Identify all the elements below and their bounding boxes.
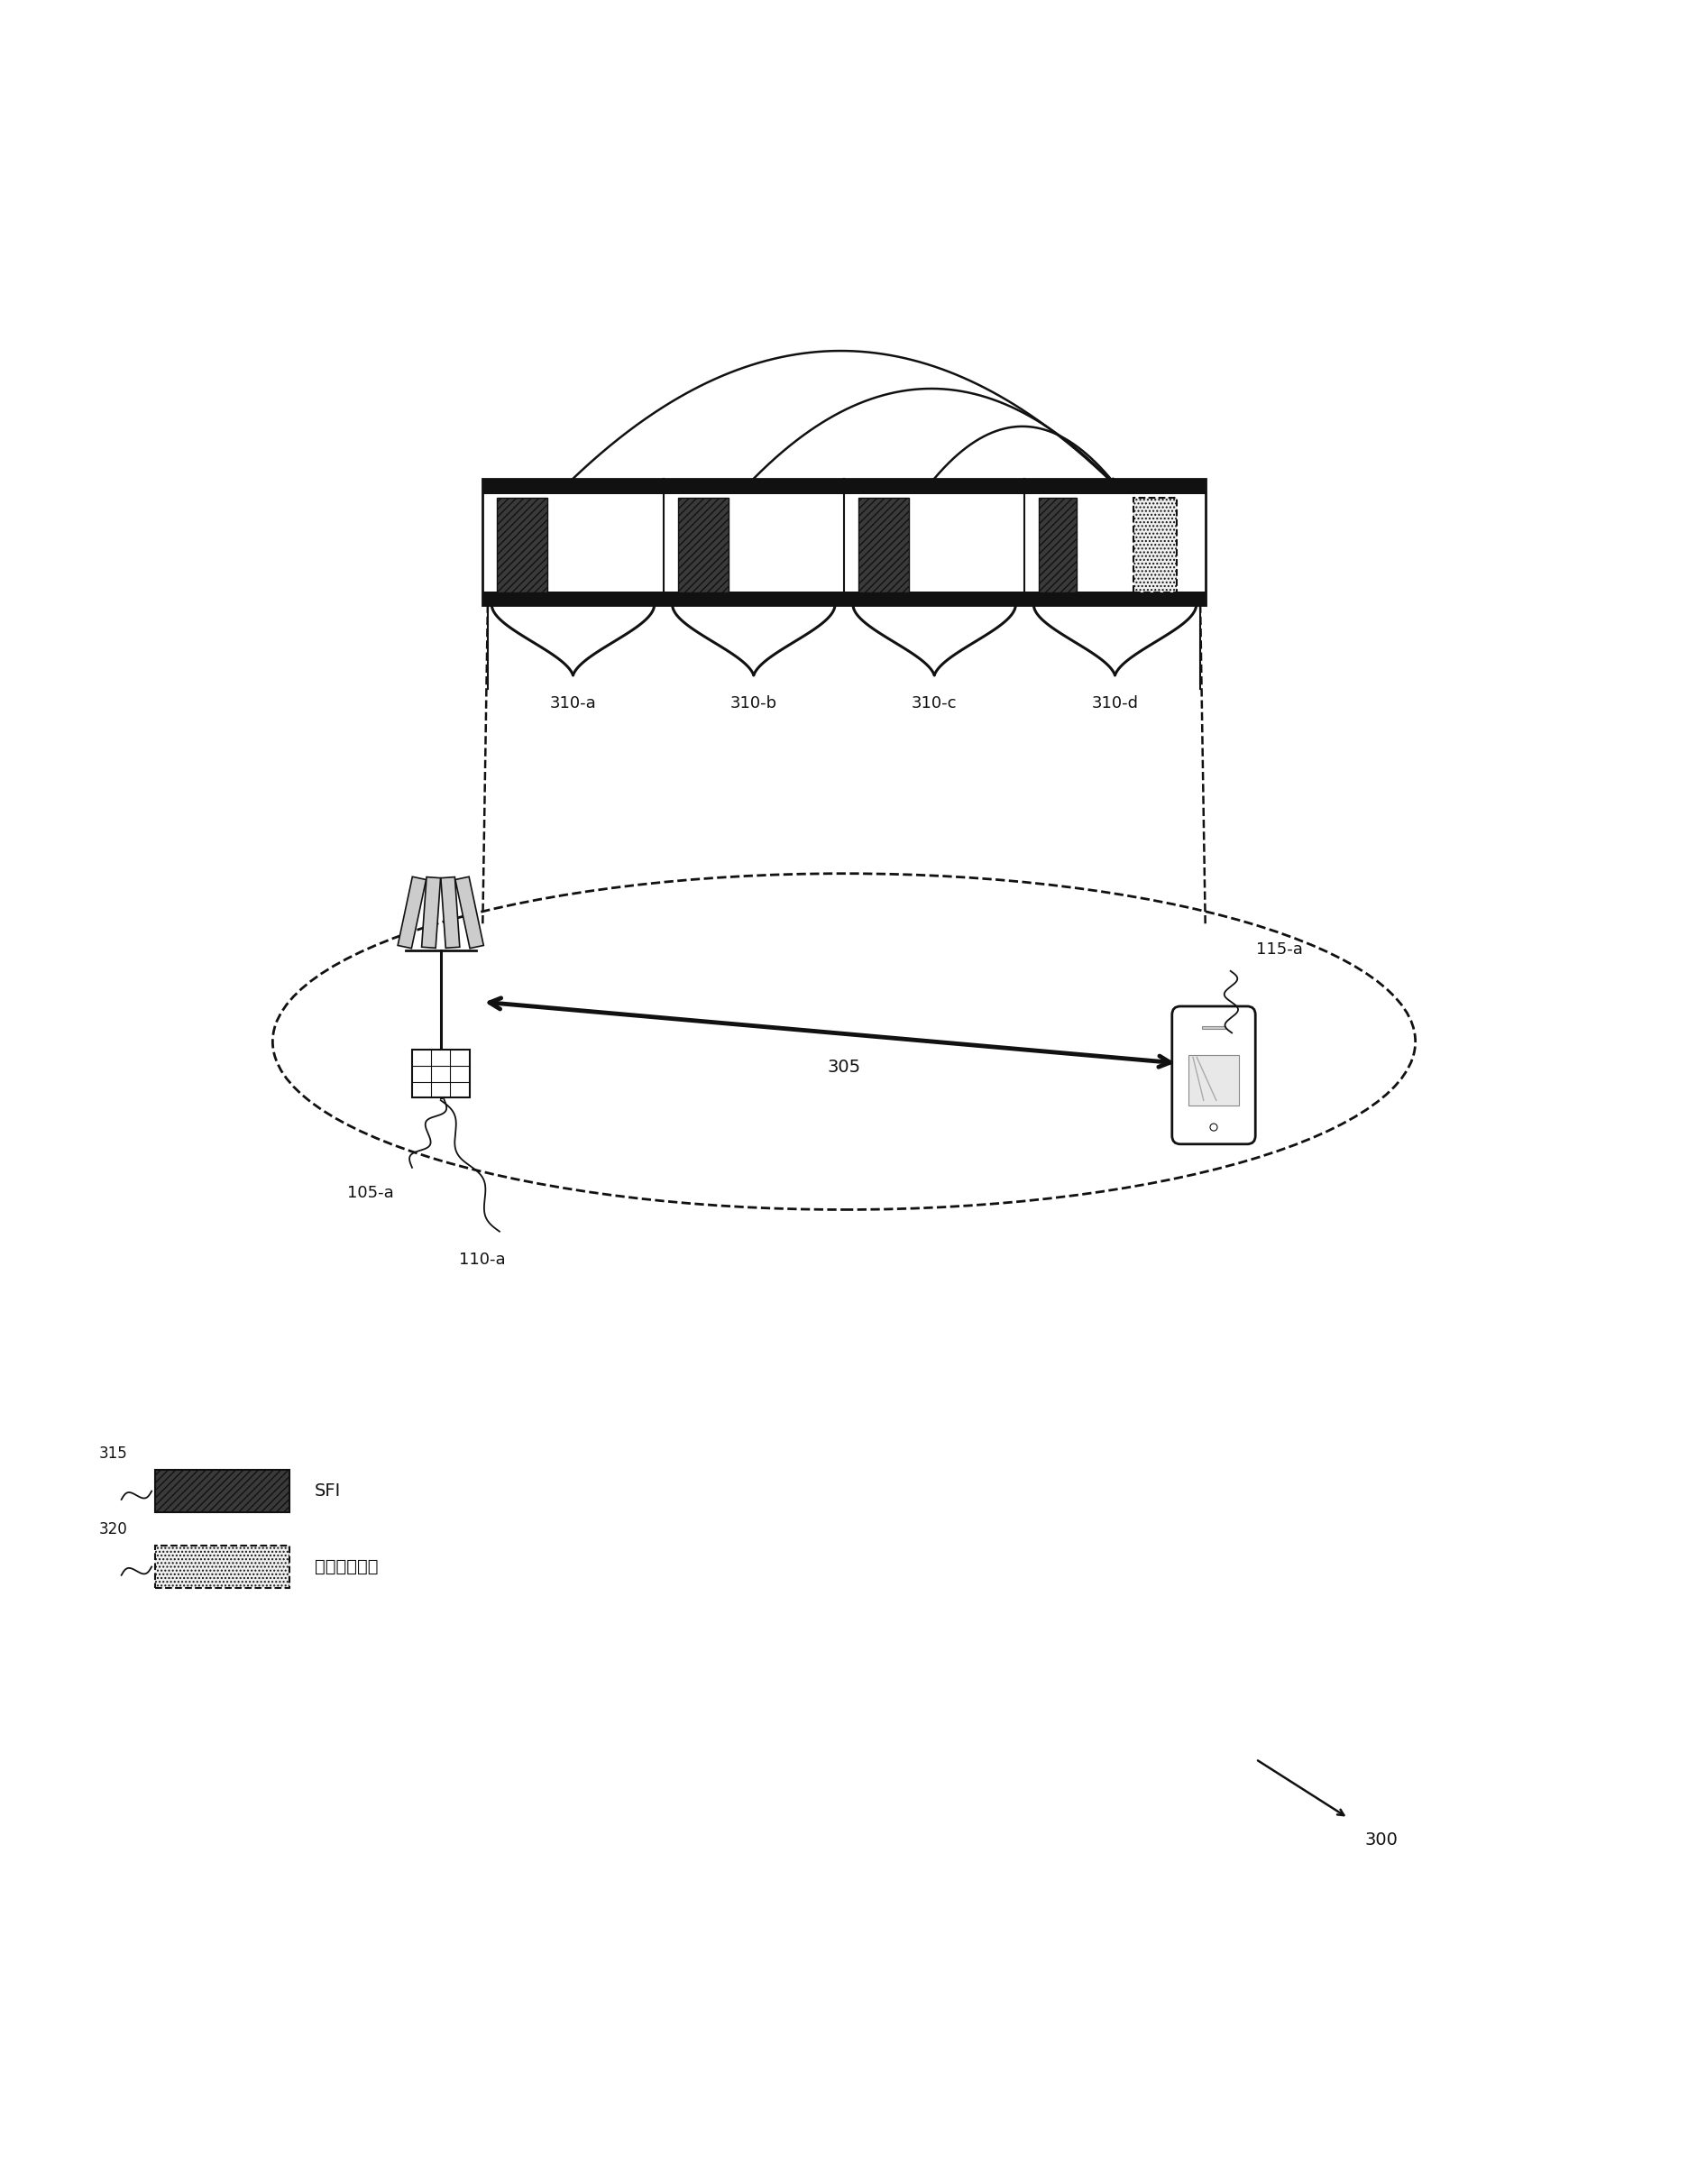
Circle shape bbox=[1210, 1123, 1217, 1131]
Bar bbox=[498, 498, 547, 592]
Text: 300: 300 bbox=[1366, 1832, 1398, 1848]
Polygon shape bbox=[422, 878, 441, 948]
Polygon shape bbox=[441, 878, 459, 948]
Text: 上行链路传输: 上行链路传输 bbox=[314, 1557, 378, 1575]
FancyBboxPatch shape bbox=[1171, 1007, 1256, 1144]
Bar bbox=[1202, 1026, 1225, 1029]
Text: SFI: SFI bbox=[314, 1483, 341, 1500]
Bar bbox=[483, 478, 1205, 605]
Bar bbox=[1188, 1055, 1239, 1105]
Text: 310-b: 310-b bbox=[731, 695, 776, 712]
Text: 115-a: 115-a bbox=[1256, 941, 1303, 957]
Text: 310-d: 310-d bbox=[1092, 695, 1138, 712]
Polygon shape bbox=[398, 876, 425, 948]
Text: 305: 305 bbox=[827, 1059, 861, 1075]
Text: 315: 315 bbox=[98, 1446, 127, 1461]
Bar bbox=[155, 1546, 289, 1588]
Text: 320: 320 bbox=[98, 1520, 127, 1538]
Polygon shape bbox=[456, 876, 483, 948]
Text: 310-c: 310-c bbox=[912, 695, 957, 712]
Text: 310-a: 310-a bbox=[550, 695, 596, 712]
Bar bbox=[679, 498, 729, 592]
Text: 105-a: 105-a bbox=[346, 1184, 393, 1201]
Bar bbox=[155, 1470, 289, 1511]
Bar bbox=[483, 592, 1205, 605]
Bar bbox=[859, 498, 910, 592]
Bar bbox=[412, 1051, 469, 1099]
Bar bbox=[1040, 498, 1077, 592]
Text: 110-a: 110-a bbox=[459, 1251, 506, 1269]
Bar bbox=[483, 478, 1205, 494]
Bar bbox=[1133, 498, 1177, 592]
